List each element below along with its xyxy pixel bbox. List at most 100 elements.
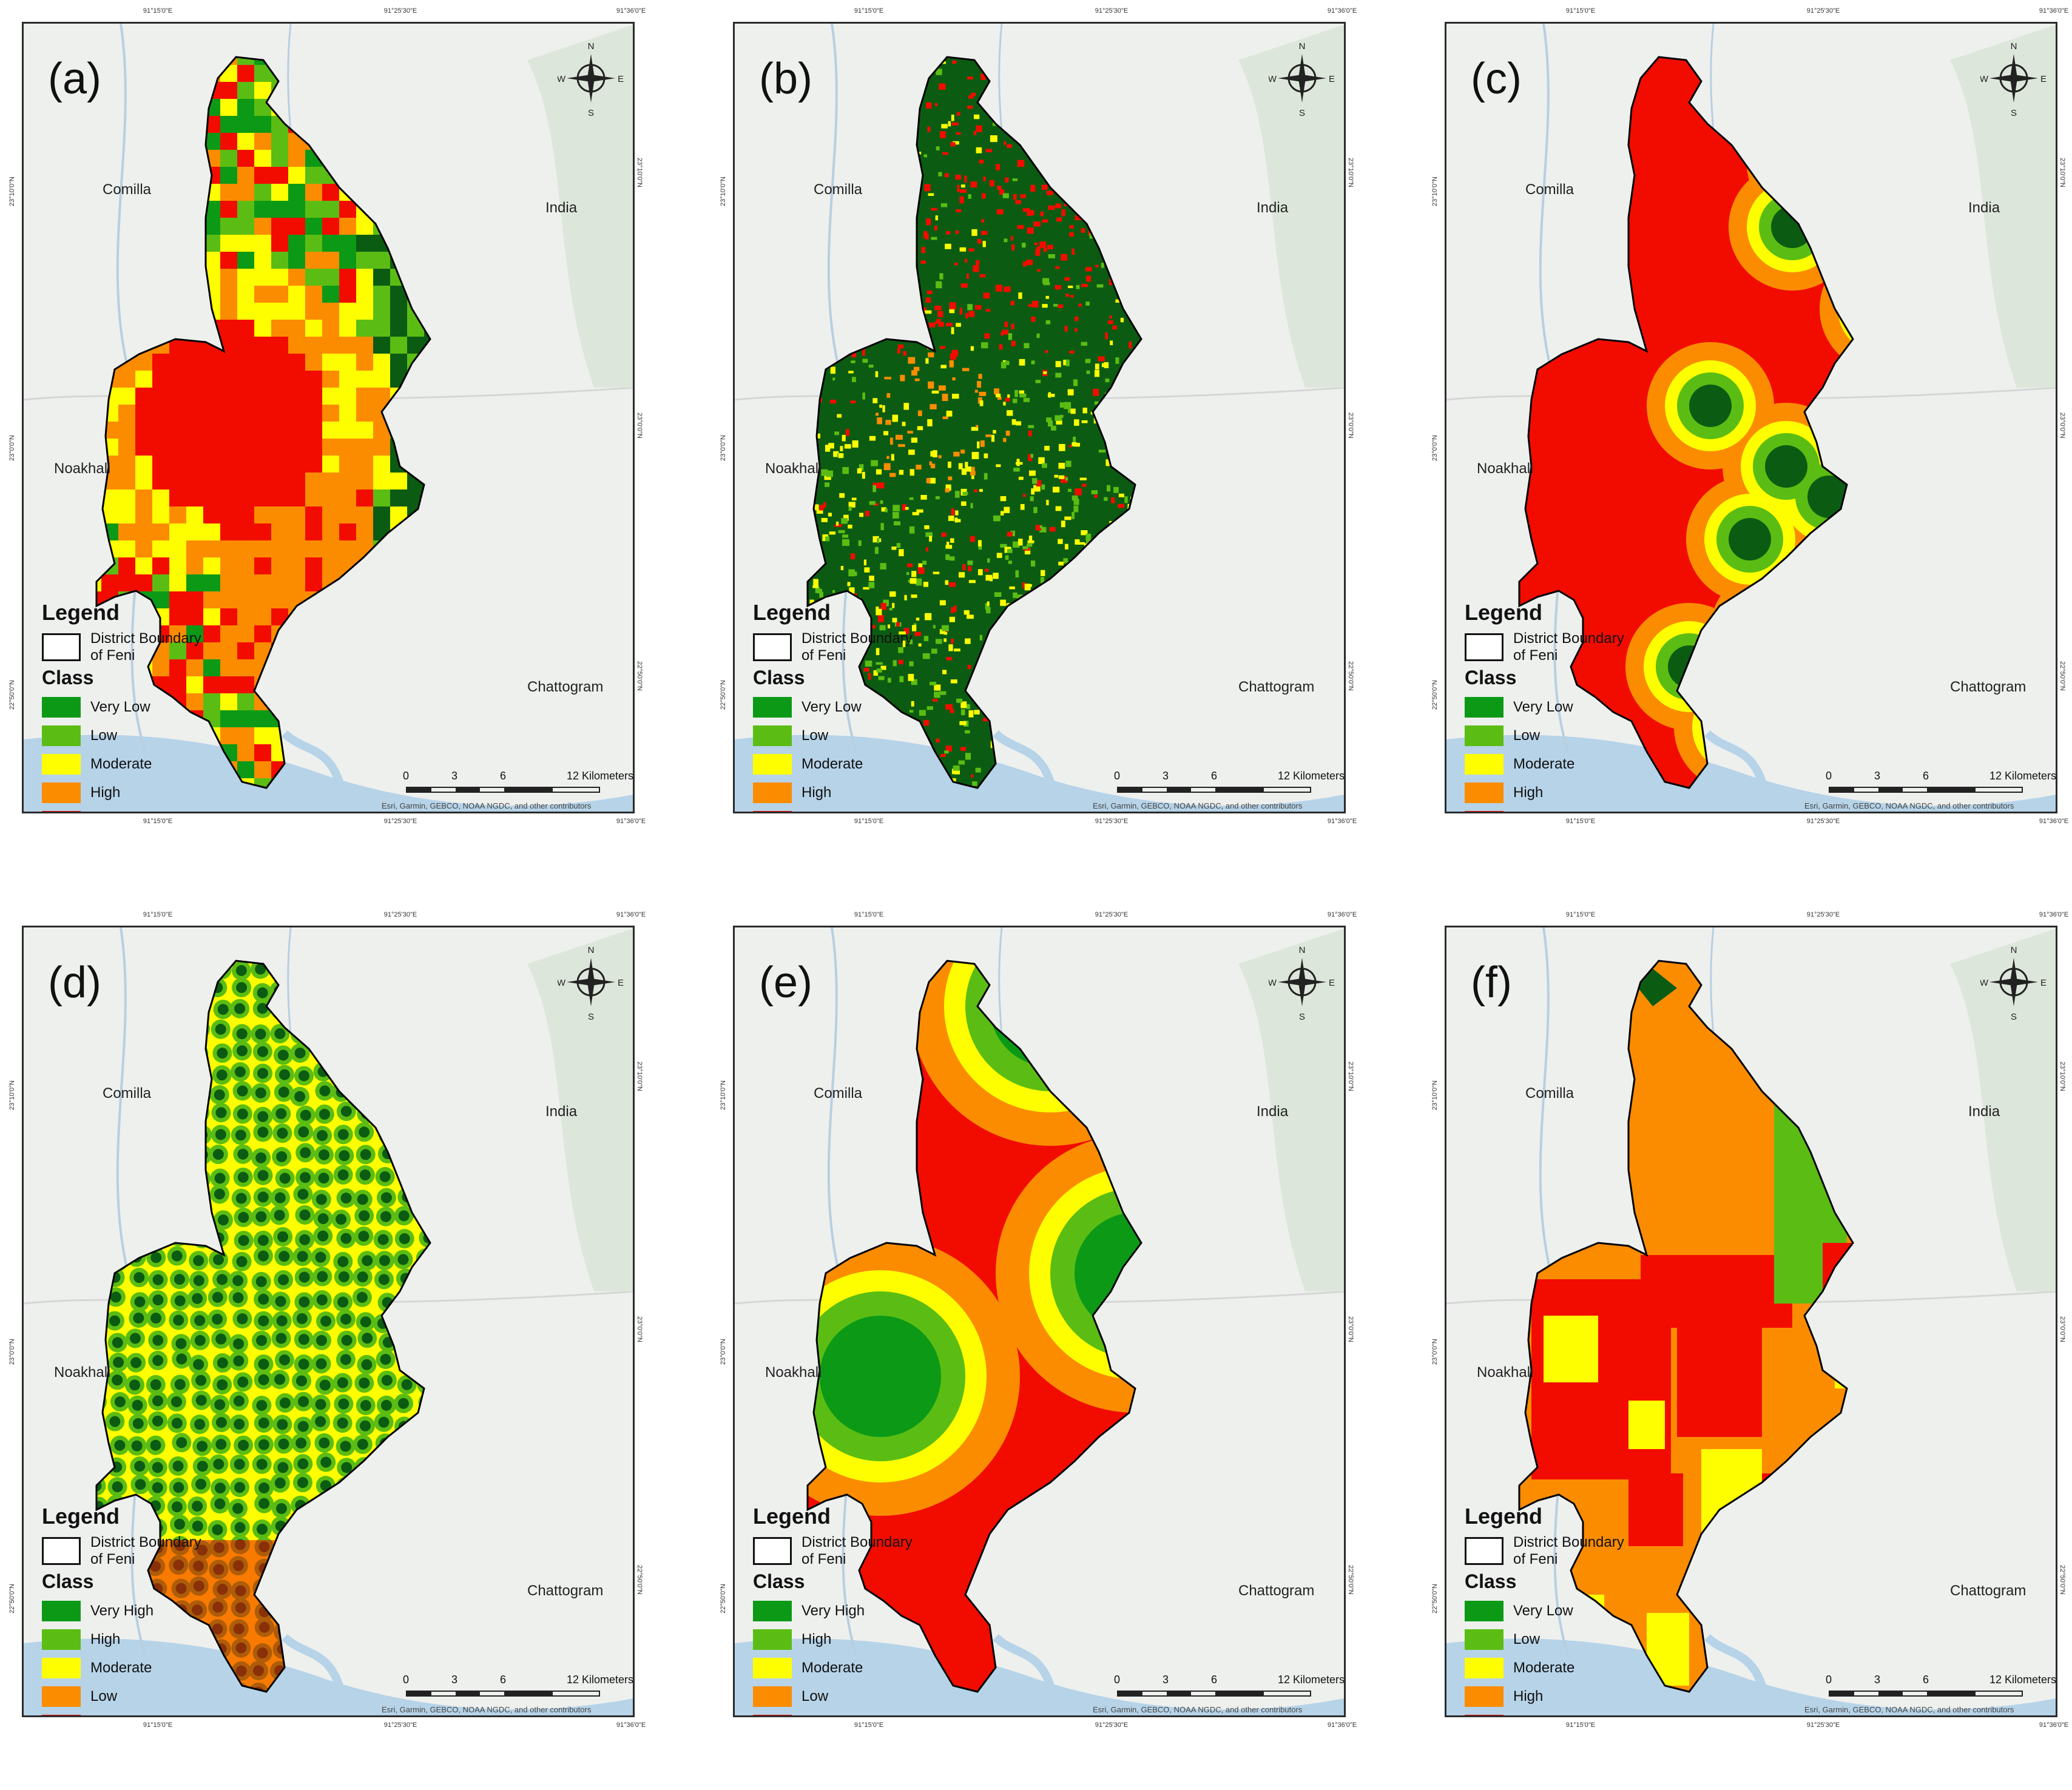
raster-cell [288,286,305,303]
point-buffer-core [317,1130,328,1142]
map-frame[interactable]: (f) Comilla India Noakhali Chattogram N S E W Leg… [1445,926,2057,1717]
point-buffer-core [96,1150,100,1162]
map-frame[interactable]: (a) Comilla India Noakhali Chattogram N S E W Leg… [22,22,635,813]
raster-speck [1060,106,1068,109]
point-buffer-core [340,1233,352,1244]
map-frame[interactable]: (b) Comilla India Noakhali Chattogram N S E W Leg… [733,22,1346,813]
coord-top: 91°15'0"E [1565,911,1596,918]
scale-bar: 0 3 6 12 Kilometers [400,770,633,806]
point-buffer [332,1494,353,1514]
point-buffer [192,1125,212,1145]
raster-speck [1084,163,1089,169]
raster-speck [956,112,960,116]
point-buffer-core [258,1482,270,1494]
raster-cell [441,354,458,371]
legend-boundary-row: District Boundary of Feni [1465,630,1635,664]
point-buffer [417,1062,430,1082]
zone-block [1544,1316,1598,1382]
map-frame[interactable]: (e) Comilla India Noakhali Chattogram N S E W Leg… [733,926,1346,1717]
raster-speck [1114,573,1118,580]
zone-block [1774,1085,1847,1304]
coord-top: 91°36'0"E [1327,7,1357,15]
point-buffer-core [150,1191,162,1203]
raster-cell [407,744,424,761]
point-buffer-core [173,1231,184,1242]
point-buffer-core [401,1379,413,1390]
point-buffer-core [195,1374,207,1386]
raster-speck [1088,577,1093,585]
raster-speck [863,190,866,194]
raster-cell [203,439,220,456]
raster-speck [1040,577,1045,584]
raster-speck [993,573,999,579]
raster-speck [945,484,951,491]
raster-speck [1082,766,1087,770]
raster-cell [96,490,101,506]
raster-cell [407,659,424,676]
raster-speck [899,308,902,315]
coord-bottom: 91°36'0"E [616,1721,646,1729]
raster-cell [373,218,390,235]
point-buffer [291,981,311,1001]
point-buffer [126,1065,146,1085]
raster-cell [220,422,237,439]
point-buffer-core [320,1480,331,1492]
point-buffer-core [152,1274,164,1285]
legend-class-row: High [1465,1682,1635,1711]
map-frame[interactable]: (d) Comilla India Noakhali Chattogram N S E W Leg… [22,926,635,1717]
raster-speck [933,625,936,629]
raster-speck [1140,659,1141,665]
point-buffer-core [132,1129,144,1141]
raster-speck [900,329,903,333]
raster-cell [152,201,169,218]
point-buffer-core [424,1313,430,1324]
point-buffer-core [298,1358,309,1370]
raster-cell [220,99,237,116]
point-buffer-core [194,1107,206,1119]
point-buffer [378,1125,398,1145]
point-buffer-core [359,1622,370,1634]
raster-cell [186,201,203,218]
coord-right: 23°10'0"N [2059,1062,2066,1091]
raster-cell [203,184,220,201]
raster-cell [186,320,203,337]
raster-speck [1005,86,1011,91]
raster-speck [1095,192,1099,197]
raster-speck [1080,154,1083,161]
compass-n: N [588,945,595,955]
point-buffer [396,1456,416,1476]
raster-speck [1031,488,1035,495]
raster-speck [1048,254,1055,258]
point-buffer-core [194,1419,206,1430]
raster-speck [880,563,886,570]
point-buffer [439,1163,459,1183]
raster-cell [169,439,186,456]
raster-speck [1064,192,1068,198]
raster-cell [101,337,118,354]
point-buffer-core [338,1008,349,1019]
raster-speck [951,114,954,121]
raster-speck [1108,192,1111,196]
point-buffer-core [274,1028,286,1040]
point-buffer [168,1205,188,1225]
raster-speck [1046,499,1049,505]
point-buffer-core [279,1585,291,1597]
raster-cell [237,99,254,116]
point-buffer-core [237,1171,249,1183]
point-buffer [149,1021,169,1041]
raster-cell [220,354,237,371]
raster-cell [237,133,254,150]
raster-speck [883,463,891,471]
raster-cell [424,99,430,116]
point-buffer [96,1127,109,1147]
raster-speck [813,579,818,586]
raster-cell [237,574,254,591]
raster-speck [1123,734,1129,738]
point-buffer [416,1288,430,1308]
raster-speck [1104,568,1109,574]
raster-speck [945,545,953,549]
point-buffer-core [278,1251,290,1262]
raster-cell [424,506,430,523]
point-buffer-core [153,1026,164,1037]
map-frame[interactable]: (c) Comilla India Noakhali Chattogram N S E W Leg… [1445,22,2057,813]
